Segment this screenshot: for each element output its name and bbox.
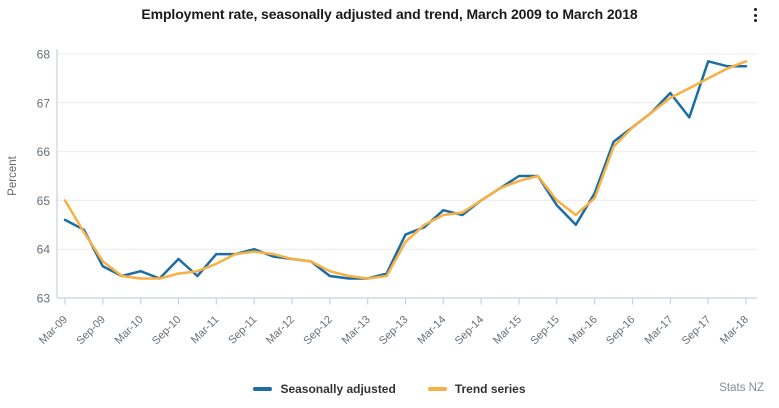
svg-text:Sep-17: Sep-17	[680, 314, 714, 348]
x-axis-ticks	[64, 298, 747, 305]
svg-text:63: 63	[37, 292, 51, 306]
svg-text:Sep-11: Sep-11	[226, 314, 259, 347]
svg-text:Mar-14: Mar-14	[415, 314, 448, 347]
y-axis-title: Percent	[7, 155, 19, 195]
y-axis-labels: 63 64 65 66 67 68	[37, 48, 51, 306]
svg-text:Mar-13: Mar-13	[340, 314, 373, 347]
svg-text:Sep-12: Sep-12	[301, 314, 335, 348]
menu-button[interactable]	[747, 5, 763, 25]
svg-text:Mar-10: Mar-10	[113, 314, 146, 347]
x-axis-labels: Mar-09 Sep-09 Mar-10 Sep-10 Mar-11 Sep-11 Mar-…	[37, 314, 751, 348]
svg-text:Mar-12: Mar-12	[264, 314, 297, 347]
svg-text:Mar-17: Mar-17	[642, 314, 675, 347]
svg-text:Sep-13: Sep-13	[377, 314, 411, 348]
legend-label: Seasonally adjusted	[280, 382, 396, 396]
svg-text:Mar-11: Mar-11	[189, 314, 222, 347]
svg-text:Mar-15: Mar-15	[491, 314, 524, 347]
kebab-menu-icon	[753, 8, 757, 22]
svg-text:Sep-15: Sep-15	[528, 314, 562, 348]
series-line-seasonally-adjusted	[63, 60, 748, 280]
svg-text:67: 67	[37, 96, 51, 110]
svg-text:66: 66	[37, 145, 51, 159]
svg-text:65: 65	[37, 194, 51, 208]
legend-label: Trend series	[454, 382, 526, 396]
series-line-trend	[63, 60, 748, 280]
svg-text:Sep-16: Sep-16	[604, 314, 638, 348]
trend-series-swatch-icon	[427, 387, 447, 391]
chart-title: Employment rate, seasonally adjusted and…	[141, 6, 638, 22]
svg-text:Sep-14: Sep-14	[453, 314, 487, 348]
svg-text:Sep-09: Sep-09	[74, 314, 108, 348]
svg-text:Mar-18: Mar-18	[718, 314, 751, 347]
svg-text:Mar-09: Mar-09	[37, 314, 70, 347]
svg-text:64: 64	[37, 243, 51, 257]
svg-text:68: 68	[37, 48, 51, 62]
source-attribution: Stats NZ	[719, 382, 764, 394]
axes	[56, 49, 757, 299]
svg-text:Sep-10: Sep-10	[150, 314, 184, 348]
chart-legend: Seasonally adjusted Trend series	[0, 382, 779, 396]
legend-item-trend-series[interactable]: Trend series	[427, 382, 526, 396]
seasonally-adjusted-swatch-icon	[253, 387, 273, 391]
svg-text:Mar-16: Mar-16	[567, 314, 600, 347]
y-gridlines	[57, 53, 757, 250]
legend-item-seasonally-adjusted[interactable]: Seasonally adjusted	[253, 382, 396, 396]
